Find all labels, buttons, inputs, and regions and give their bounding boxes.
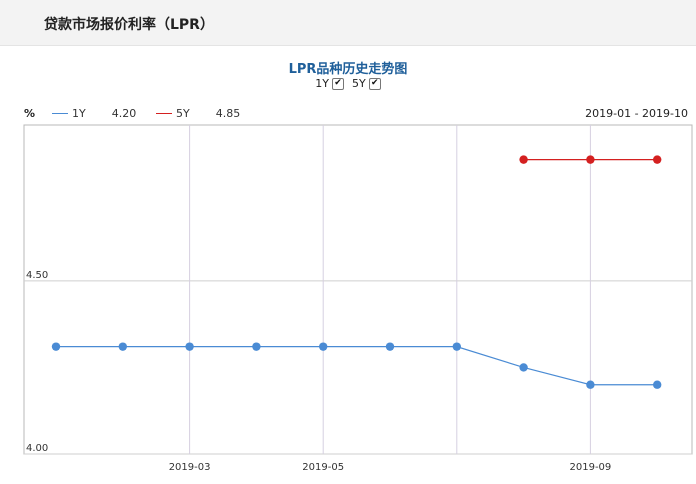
y-unit-label: % — [24, 107, 36, 120]
data-point-1y — [252, 342, 261, 351]
legend-5y[interactable]: 5Y 4.85 — [156, 107, 240, 120]
page-title: 贷款市场报价利率（LPR） — [44, 17, 214, 33]
legend-1y-value: 4.20 — [111, 107, 137, 120]
toggle-1y[interactable]: 1Y ✔ — [315, 77, 344, 90]
toggle-1y-label: 1Y — [315, 77, 329, 90]
chart-title: LPR品种历史走势图 — [288, 62, 408, 77]
series-toggles: 1Y ✔ 5Y ✔ — [0, 77, 696, 90]
legend-5y-value: 4.85 — [215, 107, 241, 120]
data-point-5y — [519, 155, 528, 164]
toggle-5y[interactable]: 5Y ✔ — [352, 77, 381, 90]
y-tick-label: 4.50 — [26, 270, 48, 281]
page-header: 贷款市场报价利率（LPR） — [0, 0, 696, 46]
data-point-1y — [185, 342, 194, 351]
legend-5y-name: 5Y — [176, 107, 190, 120]
x-tick-label: 2019-09 — [570, 462, 612, 473]
data-point-1y — [452, 342, 461, 351]
checkbox-1y-icon[interactable]: ✔ — [332, 77, 344, 90]
data-point-1y — [385, 342, 395, 351]
legend-1y-name: 1Y — [72, 107, 86, 120]
plot-area — [23, 124, 693, 455]
legend-1y-swatch — [52, 113, 68, 114]
checkbox-5y-icon[interactable]: ✔ — [368, 77, 381, 90]
legend-1y[interactable]: 1Y 4.20 — [52, 107, 136, 120]
data-point-1y — [118, 342, 128, 351]
data-point-1y — [51, 342, 61, 351]
series-line-1y — [56, 346, 658, 386]
data-point-1y — [586, 380, 595, 389]
legend-5y-swatch — [156, 113, 172, 114]
x-tick-label: 2019-05 — [302, 462, 344, 473]
data-point-5y — [653, 155, 662, 164]
x-tick-label: 2019-03 — [169, 462, 211, 473]
data-point-1y — [319, 342, 328, 351]
data-point-5y — [586, 155, 595, 164]
data-point-1y — [653, 380, 662, 389]
data-point-1y — [519, 363, 528, 372]
y-tick-label: 4.00 — [26, 443, 48, 454]
date-range-label: 2019-01 - 2019-10 — [585, 107, 688, 120]
toggle-5y-label: 5Y — [352, 77, 366, 90]
